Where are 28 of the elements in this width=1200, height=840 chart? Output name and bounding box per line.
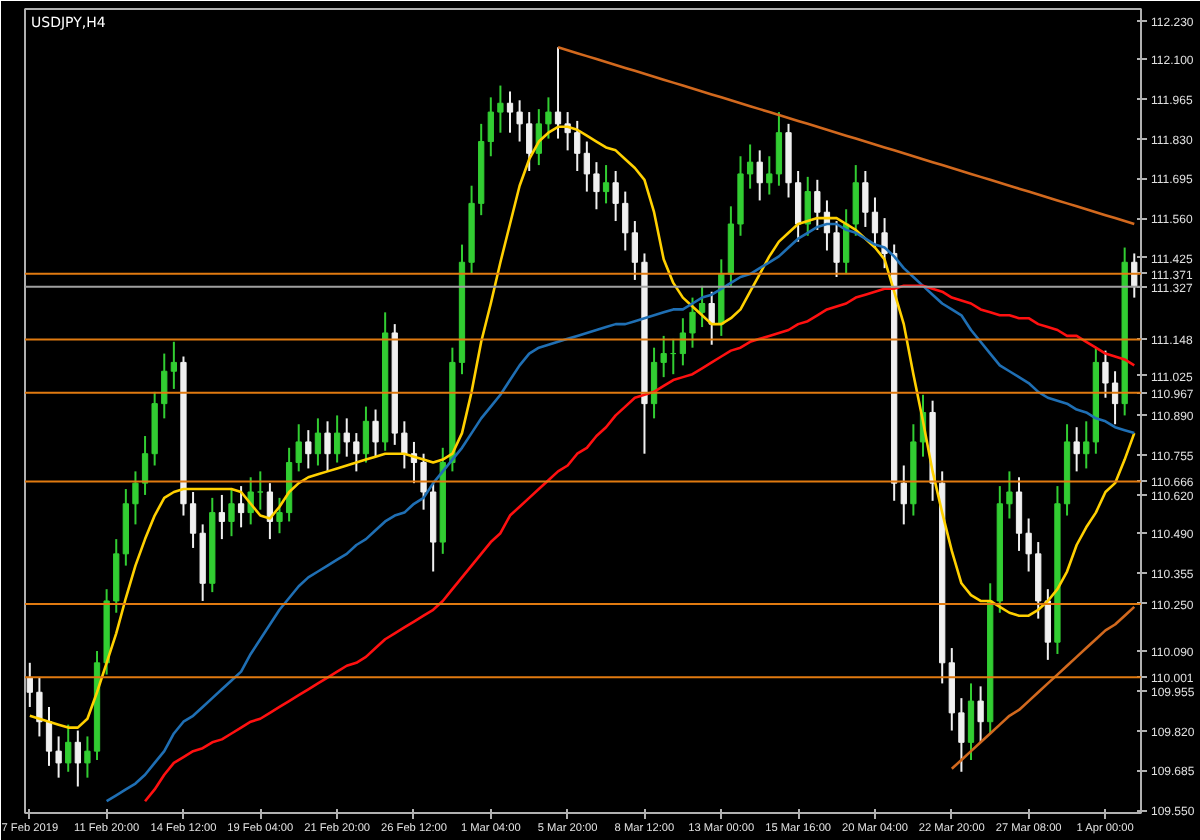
- candlestick: [881, 217, 888, 270]
- candlestick: [602, 164, 610, 205]
- candlestick: [871, 196, 879, 249]
- candlestick: [804, 175, 811, 237]
- candlestick: [1131, 252, 1138, 299]
- line-series: [950, 605, 1136, 771]
- candlestick: [237, 485, 245, 529]
- candlestick: [257, 470, 264, 511]
- candlestick: [814, 178, 821, 231]
- candlestick: [967, 682, 975, 761]
- candlestick: [862, 169, 869, 228]
- candlestick: [74, 729, 81, 788]
- candlestick: [756, 149, 763, 202]
- candlestick: [698, 284, 706, 329]
- candlestick: [218, 493, 226, 541]
- candlestick: [324, 420, 331, 473]
- candlestick: [333, 414, 341, 464]
- candlestick: [372, 408, 379, 458]
- candlestick: [65, 723, 72, 773]
- candlestick: [362, 405, 370, 464]
- candlestick: [314, 417, 322, 467]
- candlestick: [1073, 426, 1080, 473]
- candlestick: [708, 290, 715, 346]
- candlestick: [977, 685, 984, 744]
- candlestick: [305, 429, 312, 470]
- candlestick: [228, 488, 235, 538]
- line-series: [556, 45, 1136, 226]
- candlestick: [833, 220, 840, 278]
